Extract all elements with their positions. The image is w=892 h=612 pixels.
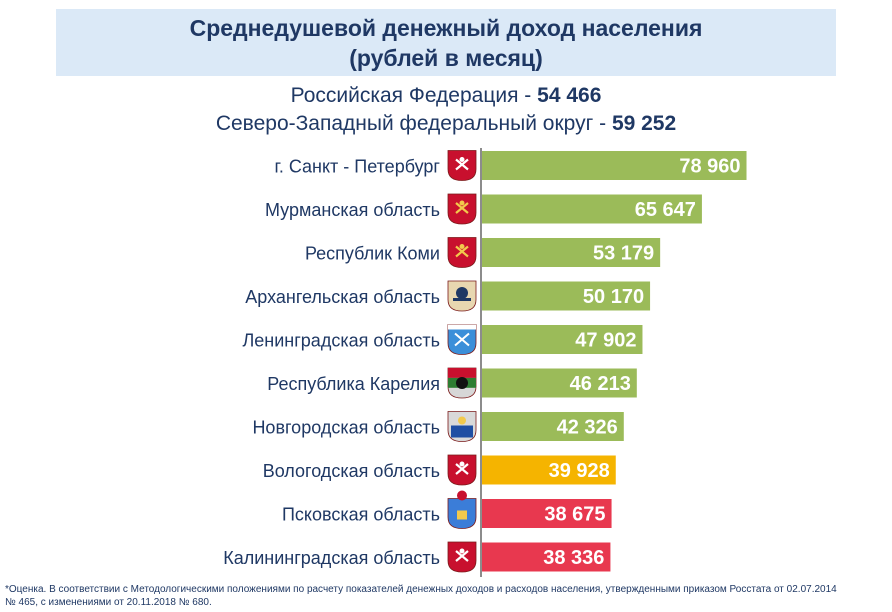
category-label: Республика Карелия: [267, 374, 440, 394]
summary-nwfd: Северо-Западный федеральный округ - 59 2…: [0, 112, 892, 136]
bar: [482, 151, 747, 180]
title-banner: Среднедушевой денежный доход населения (…: [56, 9, 836, 76]
karelia-coat-of-arms-icon: [447, 367, 477, 399]
summary-russia-label: Российская Федерация -: [290, 84, 532, 107]
kaliningrad-coat-of-arms-icon: [447, 541, 477, 573]
bar: [482, 368, 637, 398]
category-label: Архангельская область: [245, 287, 440, 307]
arkhangelsk-coat-of-arms-icon: [447, 280, 477, 312]
spb-coat-of-arms-icon: [447, 150, 477, 181]
category-label: Калининградская область: [223, 548, 440, 568]
pskov-coat-of-arms-icon: [447, 490, 477, 529]
data-label: 50 170: [583, 286, 644, 308]
data-label: 53 179: [593, 243, 654, 265]
komi-coat-of-arms-icon: [447, 237, 477, 268]
data-label: 47 902: [575, 330, 636, 352]
category-label: Ленинградская область: [242, 331, 440, 351]
category-label: Новгородская область: [252, 418, 440, 438]
category-label: Республик Коми: [305, 244, 440, 264]
chart-title: Среднедушевой денежный доход населения: [189, 14, 703, 41]
footnote-line-1: *Оценка. В соответствии с Методологическ…: [5, 584, 837, 595]
data-label: 42 326: [557, 417, 618, 439]
bar: [482, 281, 651, 311]
data-label: 78 960: [679, 156, 740, 178]
footnote: *Оценка. В соответствии с Методологическ…: [5, 583, 887, 609]
data-label: 46 213: [570, 373, 631, 395]
bar: [482, 325, 643, 354]
data-label: 65 647: [635, 199, 696, 221]
data-label: 39 928: [549, 460, 610, 482]
summary-russia: Российская Федерация - 54 466: [0, 84, 892, 108]
vologda-coat-of-arms-icon: [447, 454, 477, 486]
category-label: Мурманская область: [265, 200, 440, 220]
summary-nwfd-label: Северо-Западный федеральный округ -: [215, 112, 607, 135]
bar: [482, 542, 611, 572]
category-label: Псковская область: [282, 505, 440, 525]
summary-nwfd-value: 59 252: [611, 112, 677, 135]
murmansk-coat-of-arms-icon: [447, 193, 477, 225]
novgorod-coat-of-arms-icon: [447, 411, 477, 442]
data-label: 38 336: [543, 547, 604, 569]
data-label: 38 675: [544, 504, 605, 526]
bar: [482, 194, 702, 224]
bar: [482, 412, 624, 441]
chart-subtitle: (рублей в месяц): [349, 44, 543, 71]
category-label: Вологодская область: [263, 461, 440, 481]
bar: [482, 499, 612, 528]
footnote-line-2: № 465, с изменениями от 20.11.2018 № 680…: [5, 597, 212, 608]
leningrad-coat-of-arms-icon: [447, 324, 477, 355]
summary-russia-value: 54 466: [537, 84, 602, 107]
category-label: г. Санкт - Петербург: [274, 157, 440, 177]
bar: [482, 455, 616, 485]
bar: [482, 238, 661, 267]
